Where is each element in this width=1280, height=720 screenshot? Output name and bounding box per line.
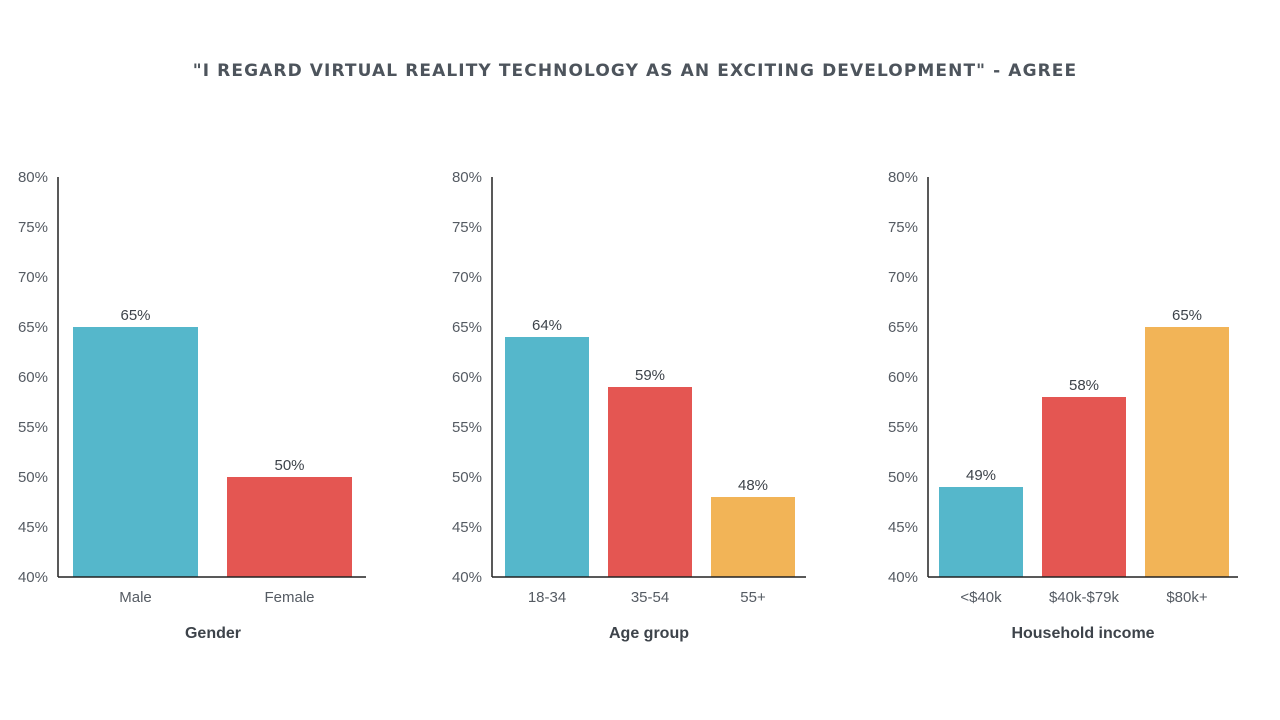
y-tick-label: 40% bbox=[452, 569, 482, 586]
y-tick-label: 60% bbox=[888, 369, 918, 386]
y-tick-label: 80% bbox=[888, 169, 918, 186]
bar-80k bbox=[1145, 327, 1229, 577]
x-axis-title: Age group bbox=[609, 625, 689, 642]
bar-female bbox=[227, 477, 352, 577]
chart-panel-gender: 40% 45% 50% 55% 60% 65% 70% 75% 80% 65% Male 50% Fem… bbox=[18, 169, 366, 642]
y-tick-label: 70% bbox=[18, 269, 48, 286]
y-tick-label: 60% bbox=[452, 369, 482, 386]
y-tick-label: 50% bbox=[452, 469, 482, 486]
data-label: 48% bbox=[738, 477, 768, 494]
x-axis-title: Gender bbox=[185, 625, 241, 642]
bar-18-34 bbox=[505, 337, 589, 577]
bar-40k bbox=[939, 487, 1023, 577]
data-label: 50% bbox=[274, 457, 304, 474]
bar-40k-79k bbox=[1042, 397, 1126, 577]
y-tick-label: 80% bbox=[18, 169, 48, 186]
x-tick-label: 18-34 bbox=[528, 589, 566, 606]
y-tick-label: 70% bbox=[888, 269, 918, 286]
bar-55 bbox=[711, 497, 795, 577]
chart-title: "I REGARD VIRTUAL REALITY TECHNOLOGY AS … bbox=[192, 61, 1078, 81]
y-tick-label: 45% bbox=[452, 519, 482, 536]
y-tick-label: 80% bbox=[452, 169, 482, 186]
x-tick-label: $40k-$79k bbox=[1049, 589, 1120, 606]
y-tick-label: 55% bbox=[18, 419, 48, 436]
data-label: 65% bbox=[1172, 307, 1202, 324]
x-tick-label: $80k+ bbox=[1166, 589, 1208, 606]
y-tick-label: 65% bbox=[888, 319, 918, 336]
y-tick-label: 65% bbox=[452, 319, 482, 336]
x-tick-label: <$40k bbox=[960, 589, 1002, 606]
x-tick-label: Female bbox=[264, 589, 314, 606]
data-label: 58% bbox=[1069, 377, 1099, 394]
y-tick-label: 55% bbox=[888, 419, 918, 436]
y-tick-label: 40% bbox=[888, 569, 918, 586]
y-tick-label: 40% bbox=[18, 569, 48, 586]
y-tick-label: 45% bbox=[18, 519, 48, 536]
y-tick-label: 65% bbox=[18, 319, 48, 336]
data-label: 49% bbox=[966, 467, 996, 484]
chart-panel-age-group: 40% 45% 50% 55% 60% 65% 70% 75% 80% 64% 18-34 59% 35… bbox=[452, 169, 806, 642]
y-tick-label: 55% bbox=[452, 419, 482, 436]
data-label: 65% bbox=[120, 307, 150, 324]
bar-male bbox=[73, 327, 198, 577]
chart-panel-household-income: 40% 45% 50% 55% 60% 65% 70% 75% 80% 49% <$40k 58% $4… bbox=[888, 169, 1238, 642]
y-tick-label: 45% bbox=[888, 519, 918, 536]
y-tick-label: 75% bbox=[18, 219, 48, 236]
y-tick-label: 75% bbox=[888, 219, 918, 236]
y-tick-label: 50% bbox=[18, 469, 48, 486]
x-tick-label: 55+ bbox=[740, 589, 766, 606]
data-label: 59% bbox=[635, 367, 665, 384]
y-tick-label: 60% bbox=[18, 369, 48, 386]
x-axis-title: Household income bbox=[1011, 625, 1154, 642]
x-tick-label: 35-54 bbox=[631, 589, 669, 606]
y-tick-label: 50% bbox=[888, 469, 918, 486]
data-label: 64% bbox=[532, 317, 562, 334]
y-tick-label: 75% bbox=[452, 219, 482, 236]
bar-35-54 bbox=[608, 387, 692, 577]
y-tick-label: 70% bbox=[452, 269, 482, 286]
x-tick-label: Male bbox=[119, 589, 152, 606]
